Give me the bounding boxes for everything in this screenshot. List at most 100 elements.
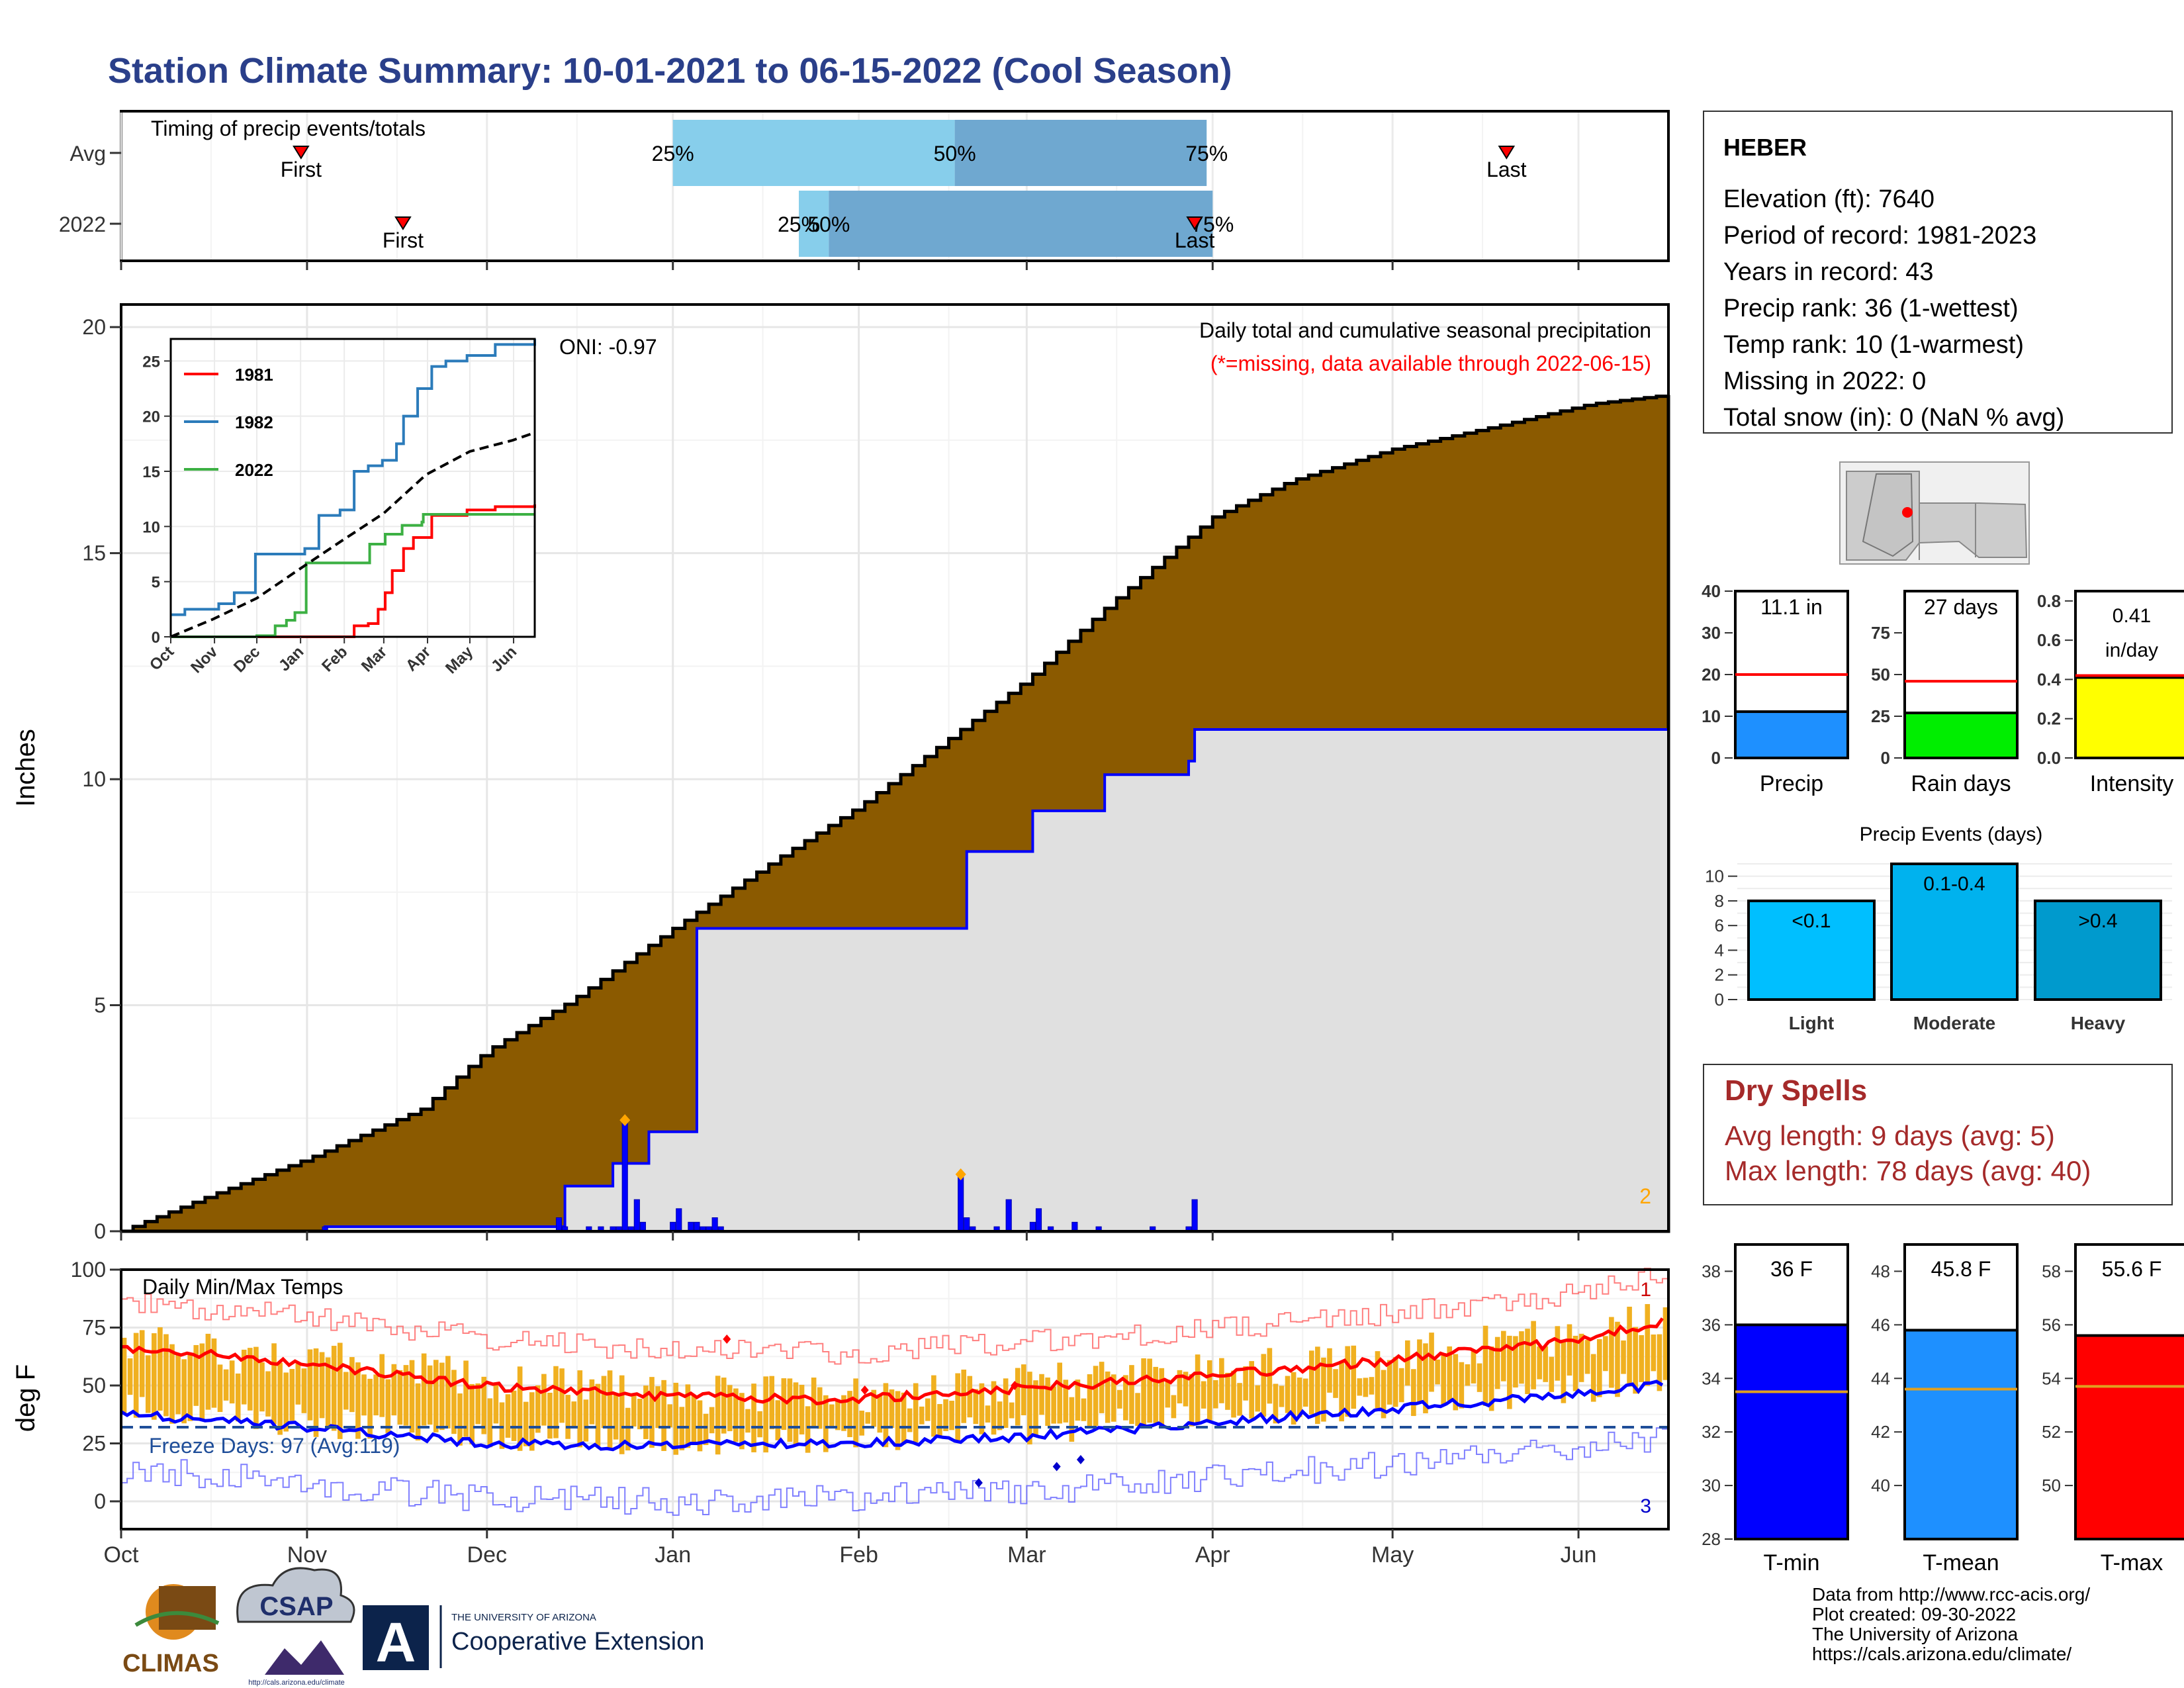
daily-temp-bar bbox=[181, 1359, 187, 1424]
daily-temp-bar bbox=[415, 1383, 421, 1441]
missing-data-note: (*=missing, data available through 2022-… bbox=[1210, 352, 1651, 375]
daily-temp-bar bbox=[1398, 1368, 1404, 1403]
daily-temp-bar bbox=[1015, 1368, 1021, 1426]
daily-temp-bar bbox=[1381, 1370, 1387, 1419]
bars_intensity-value-bar bbox=[2074, 676, 2184, 760]
daily-temp-bar bbox=[547, 1392, 553, 1439]
ua-block-a-icon bbox=[363, 1605, 429, 1670]
timing-q50-label: 50% bbox=[807, 212, 850, 236]
csap-cloud-icon bbox=[236, 1567, 355, 1623]
daily-temp-bar bbox=[158, 1327, 163, 1411]
daily-temp-bar bbox=[1339, 1362, 1344, 1422]
daily-temp-bar bbox=[1219, 1358, 1224, 1403]
daily-temp-bar bbox=[265, 1371, 271, 1417]
daily-temp-bar bbox=[1494, 1336, 1500, 1389]
daily-temp-bar bbox=[1201, 1381, 1206, 1409]
daily-temp-bar bbox=[1099, 1362, 1105, 1413]
precip-y-tick-label: 10 bbox=[82, 767, 106, 791]
temp-summary-value-label: 45.8 F bbox=[1931, 1257, 1991, 1281]
daily-precip-bar bbox=[1071, 1221, 1078, 1232]
daily-temp-bar bbox=[889, 1389, 895, 1429]
daily-temp-bar bbox=[1009, 1402, 1015, 1419]
daily-temp-bar bbox=[673, 1382, 679, 1455]
daily-temp-bar bbox=[1021, 1364, 1026, 1416]
daily-temp-bar bbox=[745, 1409, 751, 1433]
daily-temp-bar bbox=[697, 1400, 703, 1452]
daily-temp-bar bbox=[379, 1354, 385, 1417]
daily-temp-bar bbox=[1302, 1378, 1308, 1407]
freeze-days: Freeze Days: 97 (Avg:119) bbox=[149, 1434, 400, 1458]
daily-temp-bar bbox=[391, 1364, 397, 1416]
daily-temp-bar bbox=[1447, 1346, 1453, 1401]
ua-block-a-letter: A bbox=[376, 1611, 416, 1673]
daily-temp-bar bbox=[913, 1383, 919, 1442]
daily-temp-bar bbox=[529, 1392, 535, 1451]
daily-temp-bar bbox=[505, 1394, 511, 1438]
bars_precip-tick-label: 10 bbox=[1702, 706, 1721, 726]
inset-y-tick-label: 5 bbox=[152, 574, 160, 592]
daily-temp-bar bbox=[649, 1377, 655, 1448]
daily-temp-bar bbox=[613, 1394, 619, 1440]
daily-precip-bar bbox=[676, 1208, 682, 1232]
daily-temp-bar bbox=[1315, 1346, 1320, 1425]
daily-temp-bar bbox=[721, 1378, 727, 1434]
daily-precip-bar bbox=[964, 1217, 970, 1232]
daily-temp-bar bbox=[325, 1357, 331, 1429]
daily-temp-bar bbox=[271, 1343, 277, 1425]
daily-temp-bar bbox=[661, 1380, 666, 1451]
daily-temp-bar bbox=[1417, 1339, 1422, 1403]
locator-map bbox=[1839, 461, 2030, 565]
precip-events-bars: <0.1 Light 0.1-0.4 Moderate >0.4 Heavy 0 2 4 6 8 10 bbox=[1705, 863, 2172, 1033]
daily-temp-bar bbox=[847, 1391, 852, 1438]
event-bar-label: <0.1 bbox=[1792, 910, 1831, 932]
credit-line-4: https://cals.arizona.edu/climate/ bbox=[1812, 1644, 2071, 1664]
temperature-record-markers bbox=[723, 1335, 1085, 1487]
daily-precip-bar bbox=[688, 1221, 694, 1232]
daily-temp-bar bbox=[1177, 1370, 1183, 1404]
daily-temp-bar bbox=[1488, 1346, 1494, 1411]
daily-temp-bar bbox=[307, 1349, 313, 1421]
station-precip-rank: Precip rank: 36 (1-wettest) bbox=[1723, 295, 2019, 322]
daily-temp-bar bbox=[517, 1366, 523, 1451]
daily-temp-bar bbox=[1033, 1380, 1038, 1437]
daily-temp-bar bbox=[1183, 1372, 1189, 1407]
precip-summary-bars: 11.1 in Precip 0 10 20 30 40 27 days Rain days 0 2… bbox=[1702, 581, 2184, 796]
ua-cooperative-extension: Cooperative Extension bbox=[451, 1628, 704, 1656]
daily-temp-bar bbox=[1093, 1366, 1099, 1427]
daily-temp-bar bbox=[655, 1386, 660, 1429]
bars_precip-value-label: 11.1 in bbox=[1760, 595, 1823, 619]
page-title: Station Climate Summary: 10-01-2021 to 0… bbox=[108, 51, 1232, 91]
inset-legend-1982: 1982 bbox=[235, 412, 273, 432]
daily-temp-bar bbox=[493, 1382, 499, 1424]
daily-temp-bar bbox=[475, 1383, 480, 1425]
dry-spells: Dry Spells Avg length: 9 days (avg: 5) M… bbox=[1703, 1064, 2173, 1205]
station-name: HEBER bbox=[1723, 134, 1807, 161]
ua-small-text: THE UNIVERSITY OF ARIZONA bbox=[451, 1612, 596, 1623]
daily-temp-bar bbox=[1279, 1385, 1285, 1407]
daily-temp-bar bbox=[1206, 1360, 1212, 1421]
inset-legend-2022: 2022 bbox=[235, 460, 273, 480]
daily-temp-bar bbox=[973, 1389, 979, 1425]
event-category-label: Moderate bbox=[1913, 1013, 1995, 1033]
events-y-tick-label: 8 bbox=[1715, 891, 1724, 911]
record-max-count: 1 bbox=[1640, 1279, 1651, 1301]
timing-q25-label: 25% bbox=[778, 212, 820, 236]
daily-temp-bar bbox=[355, 1362, 361, 1439]
station-location-dot bbox=[1902, 507, 1913, 518]
daily-temp-bar bbox=[637, 1399, 643, 1430]
daily-temp-bar bbox=[283, 1372, 289, 1432]
daily-temp-bar bbox=[1045, 1377, 1050, 1426]
bars_raindays-axis-label: Rain days bbox=[1911, 771, 2011, 796]
daily-temp-bar bbox=[877, 1394, 883, 1433]
daily-temp-bar bbox=[463, 1360, 469, 1437]
daily-temp-bar bbox=[841, 1395, 846, 1431]
daily-temp-bar bbox=[1333, 1369, 1338, 1398]
bars_precip-axis-label: Precip bbox=[1760, 771, 1823, 796]
event-category-label: Heavy bbox=[2071, 1013, 2126, 1033]
temp-summary-value-label: 36 F bbox=[1770, 1257, 1813, 1281]
daily-temp-bar bbox=[937, 1404, 942, 1436]
daily-temp-bar bbox=[241, 1349, 247, 1405]
daily-precip-bar bbox=[621, 1122, 628, 1232]
daily-temp-bar bbox=[595, 1383, 601, 1446]
